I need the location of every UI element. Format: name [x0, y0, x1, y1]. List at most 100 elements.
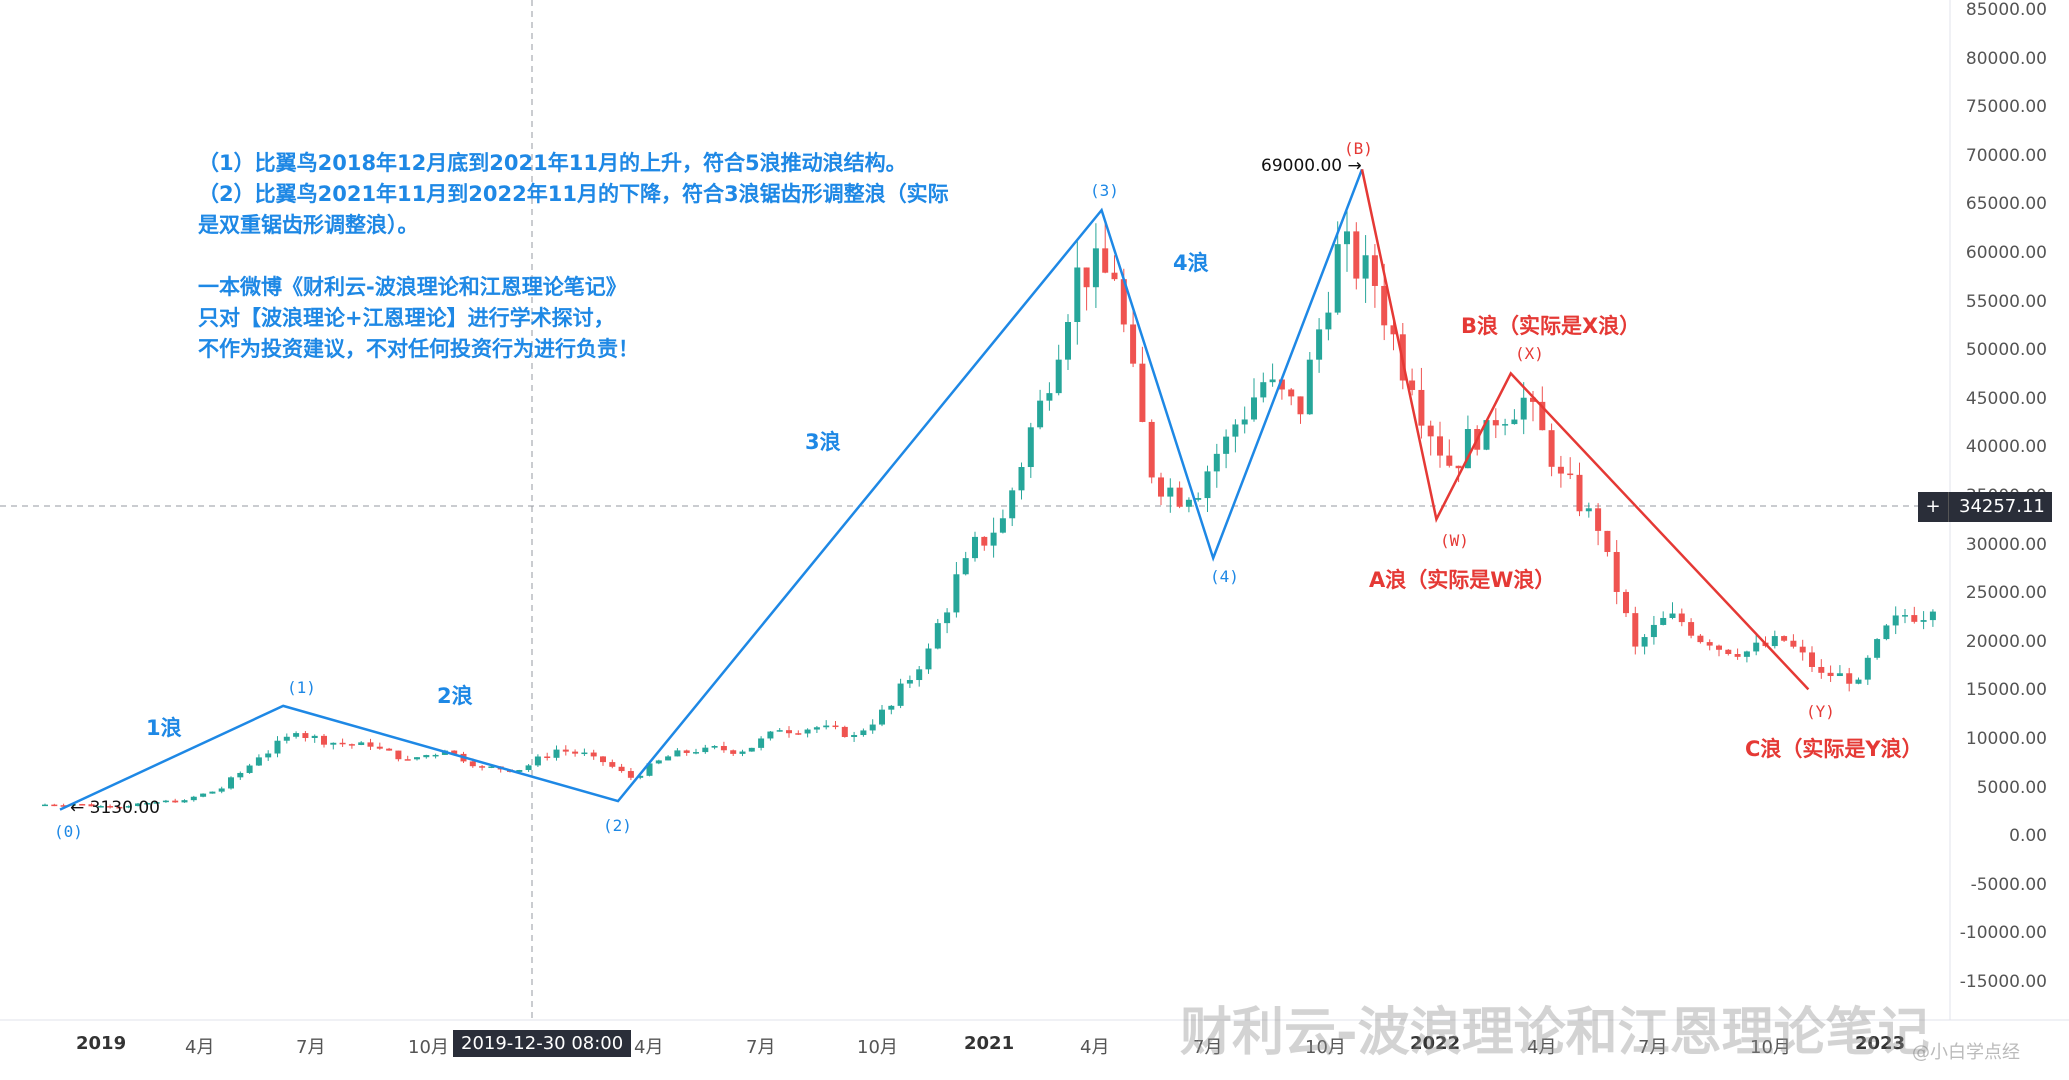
candle-body [1623, 591, 1629, 614]
candle-body [1483, 420, 1490, 450]
candle-body [906, 680, 913, 684]
candle-body [600, 756, 606, 763]
watermark: 财利云-波浪理论和江恩理论笔记 [1180, 1003, 1930, 1063]
candle-body [1139, 363, 1146, 422]
wave-mark-1: (1) [287, 678, 316, 697]
candle-body [1892, 615, 1899, 626]
candle-body [88, 804, 95, 807]
y-tick-label: 20000.00 [1965, 631, 2047, 652]
candle-body [627, 771, 634, 778]
candle-body [1706, 642, 1713, 646]
x-label-oct-2022: 10月 [1750, 1037, 1791, 1058]
candle-body [274, 740, 281, 754]
candle-body [1585, 508, 1592, 512]
candle-body [255, 757, 262, 766]
wave-2-label: 2浪 [437, 684, 473, 708]
candle-body [776, 730, 783, 732]
candle-body [1065, 321, 1071, 360]
candle-body [1576, 474, 1583, 512]
x-label-2021: 2021 [964, 1033, 1015, 1054]
plus-icon[interactable]: + [1918, 492, 1949, 522]
candle-body [860, 730, 867, 736]
candle-body [302, 733, 309, 739]
wave-3-label: 3浪 [805, 430, 841, 454]
candle-body [553, 749, 560, 758]
candle-body [1557, 466, 1564, 474]
candle-body [925, 648, 932, 670]
candle-body [1232, 424, 1239, 437]
candle-body [525, 765, 532, 771]
wave-mark-3: (3) [1090, 181, 1119, 200]
candle-body [1874, 639, 1881, 658]
candle-body [348, 744, 355, 746]
candle-body [534, 756, 541, 766]
candle-body [1297, 396, 1304, 415]
candle-body [107, 806, 114, 808]
y-tick-label: 80000.00 [1965, 48, 2047, 69]
note-line-3: 是双重锯齿形调整浪）。 [198, 213, 419, 237]
y-tick-label: 50000.00 [1965, 340, 2047, 361]
candle-body [265, 753, 272, 758]
candle-body [1167, 487, 1174, 497]
candle-body [181, 800, 188, 803]
candle-body [451, 750, 458, 754]
wave-1-label: 1浪 [146, 716, 182, 740]
candle-body [1678, 613, 1685, 623]
candle-body [730, 750, 737, 754]
candle-body [1520, 397, 1527, 420]
candle-body [1864, 657, 1871, 680]
candle-body [823, 725, 830, 728]
candle-body [172, 800, 179, 803]
candle-body [1883, 625, 1890, 640]
candle-body [153, 802, 160, 804]
candle-body [386, 748, 393, 751]
candle-body [1836, 673, 1843, 677]
candle-body [897, 683, 904, 706]
candle-body [469, 761, 476, 767]
y-tick-label: 60000.00 [1965, 243, 2047, 263]
x-label-jul-2020: 7月 [746, 1037, 776, 1058]
candle-body [851, 735, 858, 737]
note-line-2: （2）比翼鸟2021年11月到2022年11月的下降，符合3浪锯齿形调整浪（实际 [198, 182, 949, 206]
candle-body [1083, 267, 1090, 288]
candle-body [1325, 312, 1332, 330]
candle-body [516, 770, 523, 772]
candle-body [339, 742, 346, 745]
candle-body [544, 756, 551, 759]
wave-mark-4: (4) [1210, 567, 1239, 586]
candle-body [1018, 467, 1025, 491]
y-tick-label: 40000.00 [1965, 437, 2047, 458]
x-label-jul-2022: 7月 [1638, 1037, 1668, 1058]
candle-body [125, 806, 132, 808]
high-price-tag: 69000.00 → [1261, 156, 1362, 176]
wave-mark-0: (0) [54, 822, 83, 841]
candle-body [1725, 649, 1732, 655]
candle-body [1269, 379, 1276, 383]
y-tick-label: -5000.00 [1970, 874, 2047, 895]
y-tick-label: 30000.00 [1965, 534, 2047, 555]
candle-body [1055, 359, 1062, 394]
candle-body [1092, 248, 1099, 288]
candle-body [944, 612, 951, 624]
crosshair-price-box: +34257.11 [1918, 492, 2052, 522]
candle-body [1278, 379, 1285, 390]
candle-body [1362, 255, 1369, 279]
candle-body [720, 746, 727, 751]
candle-body [1260, 382, 1267, 398]
x-label-jul-2019: 7月 [296, 1037, 326, 1058]
low-price-value: 3130.00 [89, 798, 160, 818]
note-line-5: 只对【波浪理论+江恩理论】进行学术探讨， [198, 306, 615, 330]
wave-mark-2: (2) [603, 816, 632, 835]
low-price-tag: ← 3130.00 [70, 798, 160, 818]
candle-body [1669, 613, 1676, 618]
y-tick-label: -15000.00 [1959, 972, 2047, 992]
y-tick-label: 45000.00 [1965, 388, 2047, 409]
candle-body [1130, 324, 1137, 364]
candle-body [1595, 508, 1602, 531]
wave-a-label: A浪（实际是W浪） [1369, 568, 1556, 592]
candle-body [1148, 421, 1155, 478]
candle-body [1316, 329, 1323, 360]
candle-body [1539, 401, 1546, 431]
candle-body [1027, 427, 1034, 468]
